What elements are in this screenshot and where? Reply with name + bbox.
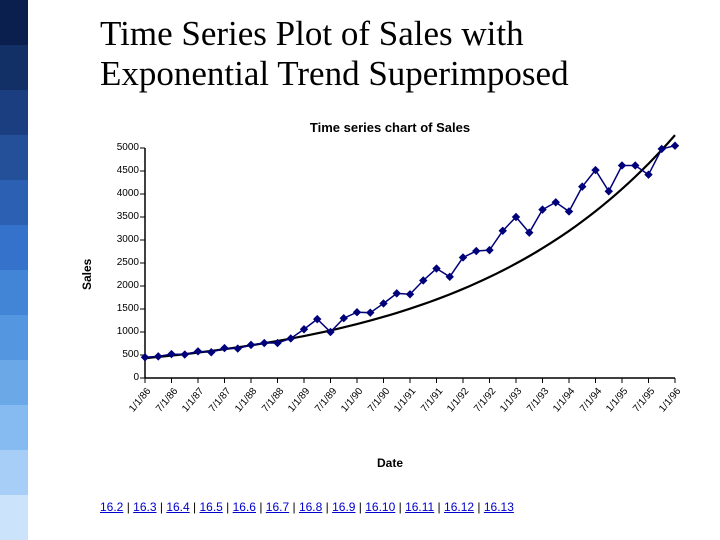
y-tick-label: 4500 [94, 165, 139, 176]
footer-link[interactable]: 16.12 [444, 500, 474, 514]
footer-separator: | [123, 500, 133, 514]
footer-separator: | [395, 500, 405, 514]
chart-plot-area: 0500100015002000250030003500400045005000… [145, 148, 675, 378]
x-axis-label: Date [90, 456, 690, 470]
footer-link[interactable]: 16.9 [332, 500, 355, 514]
footer-link[interactable]: 16.11 [405, 500, 434, 514]
footer-link[interactable]: 16.8 [299, 500, 322, 514]
footer-separator: | [256, 500, 266, 514]
side-color-strip [0, 0, 28, 540]
footer-separator: | [355, 500, 365, 514]
y-tick-label: 1500 [94, 303, 139, 314]
chart-title: Time series chart of Sales [90, 120, 690, 135]
time-series-chart: Time series chart of Sales Sales Date 05… [90, 120, 690, 470]
y-tick-label: 0 [94, 372, 139, 383]
footer-link[interactable]: 16.13 [484, 500, 514, 514]
footer-separator: | [474, 500, 484, 514]
y-tick-label: 2000 [94, 280, 139, 291]
footer-link[interactable]: 16.2 [100, 500, 123, 514]
footer-separator: | [223, 500, 233, 514]
footer-separator: | [322, 500, 332, 514]
footer-link[interactable]: 16.6 [233, 500, 256, 514]
footer-link[interactable]: 16.3 [133, 500, 156, 514]
y-tick-label: 3000 [94, 234, 139, 245]
y-tick-label: 4000 [94, 188, 139, 199]
footer-separator: | [157, 500, 167, 514]
y-tick-label: 2500 [94, 257, 139, 268]
footer-nav: 16.2 | 16.3 | 16.4 | 16.5 | 16.6 | 16.7 … [100, 500, 700, 514]
footer-link[interactable]: 16.5 [199, 500, 222, 514]
y-tick-label: 1000 [94, 326, 139, 337]
footer-link[interactable]: 16.10 [365, 500, 395, 514]
chart-svg [145, 148, 675, 378]
footer-separator: | [190, 500, 200, 514]
footer-separator: | [434, 500, 444, 514]
y-axis-label: Sales [80, 259, 94, 290]
y-tick-label: 5000 [94, 142, 139, 153]
footer-link[interactable]: 16.7 [266, 500, 289, 514]
y-tick-label: 500 [94, 349, 139, 360]
y-tick-label: 3500 [94, 211, 139, 222]
slide-title: Time Series Plot of Sales with Exponenti… [100, 14, 700, 95]
footer-link[interactable]: 16.4 [166, 500, 189, 514]
footer-separator: | [289, 500, 299, 514]
